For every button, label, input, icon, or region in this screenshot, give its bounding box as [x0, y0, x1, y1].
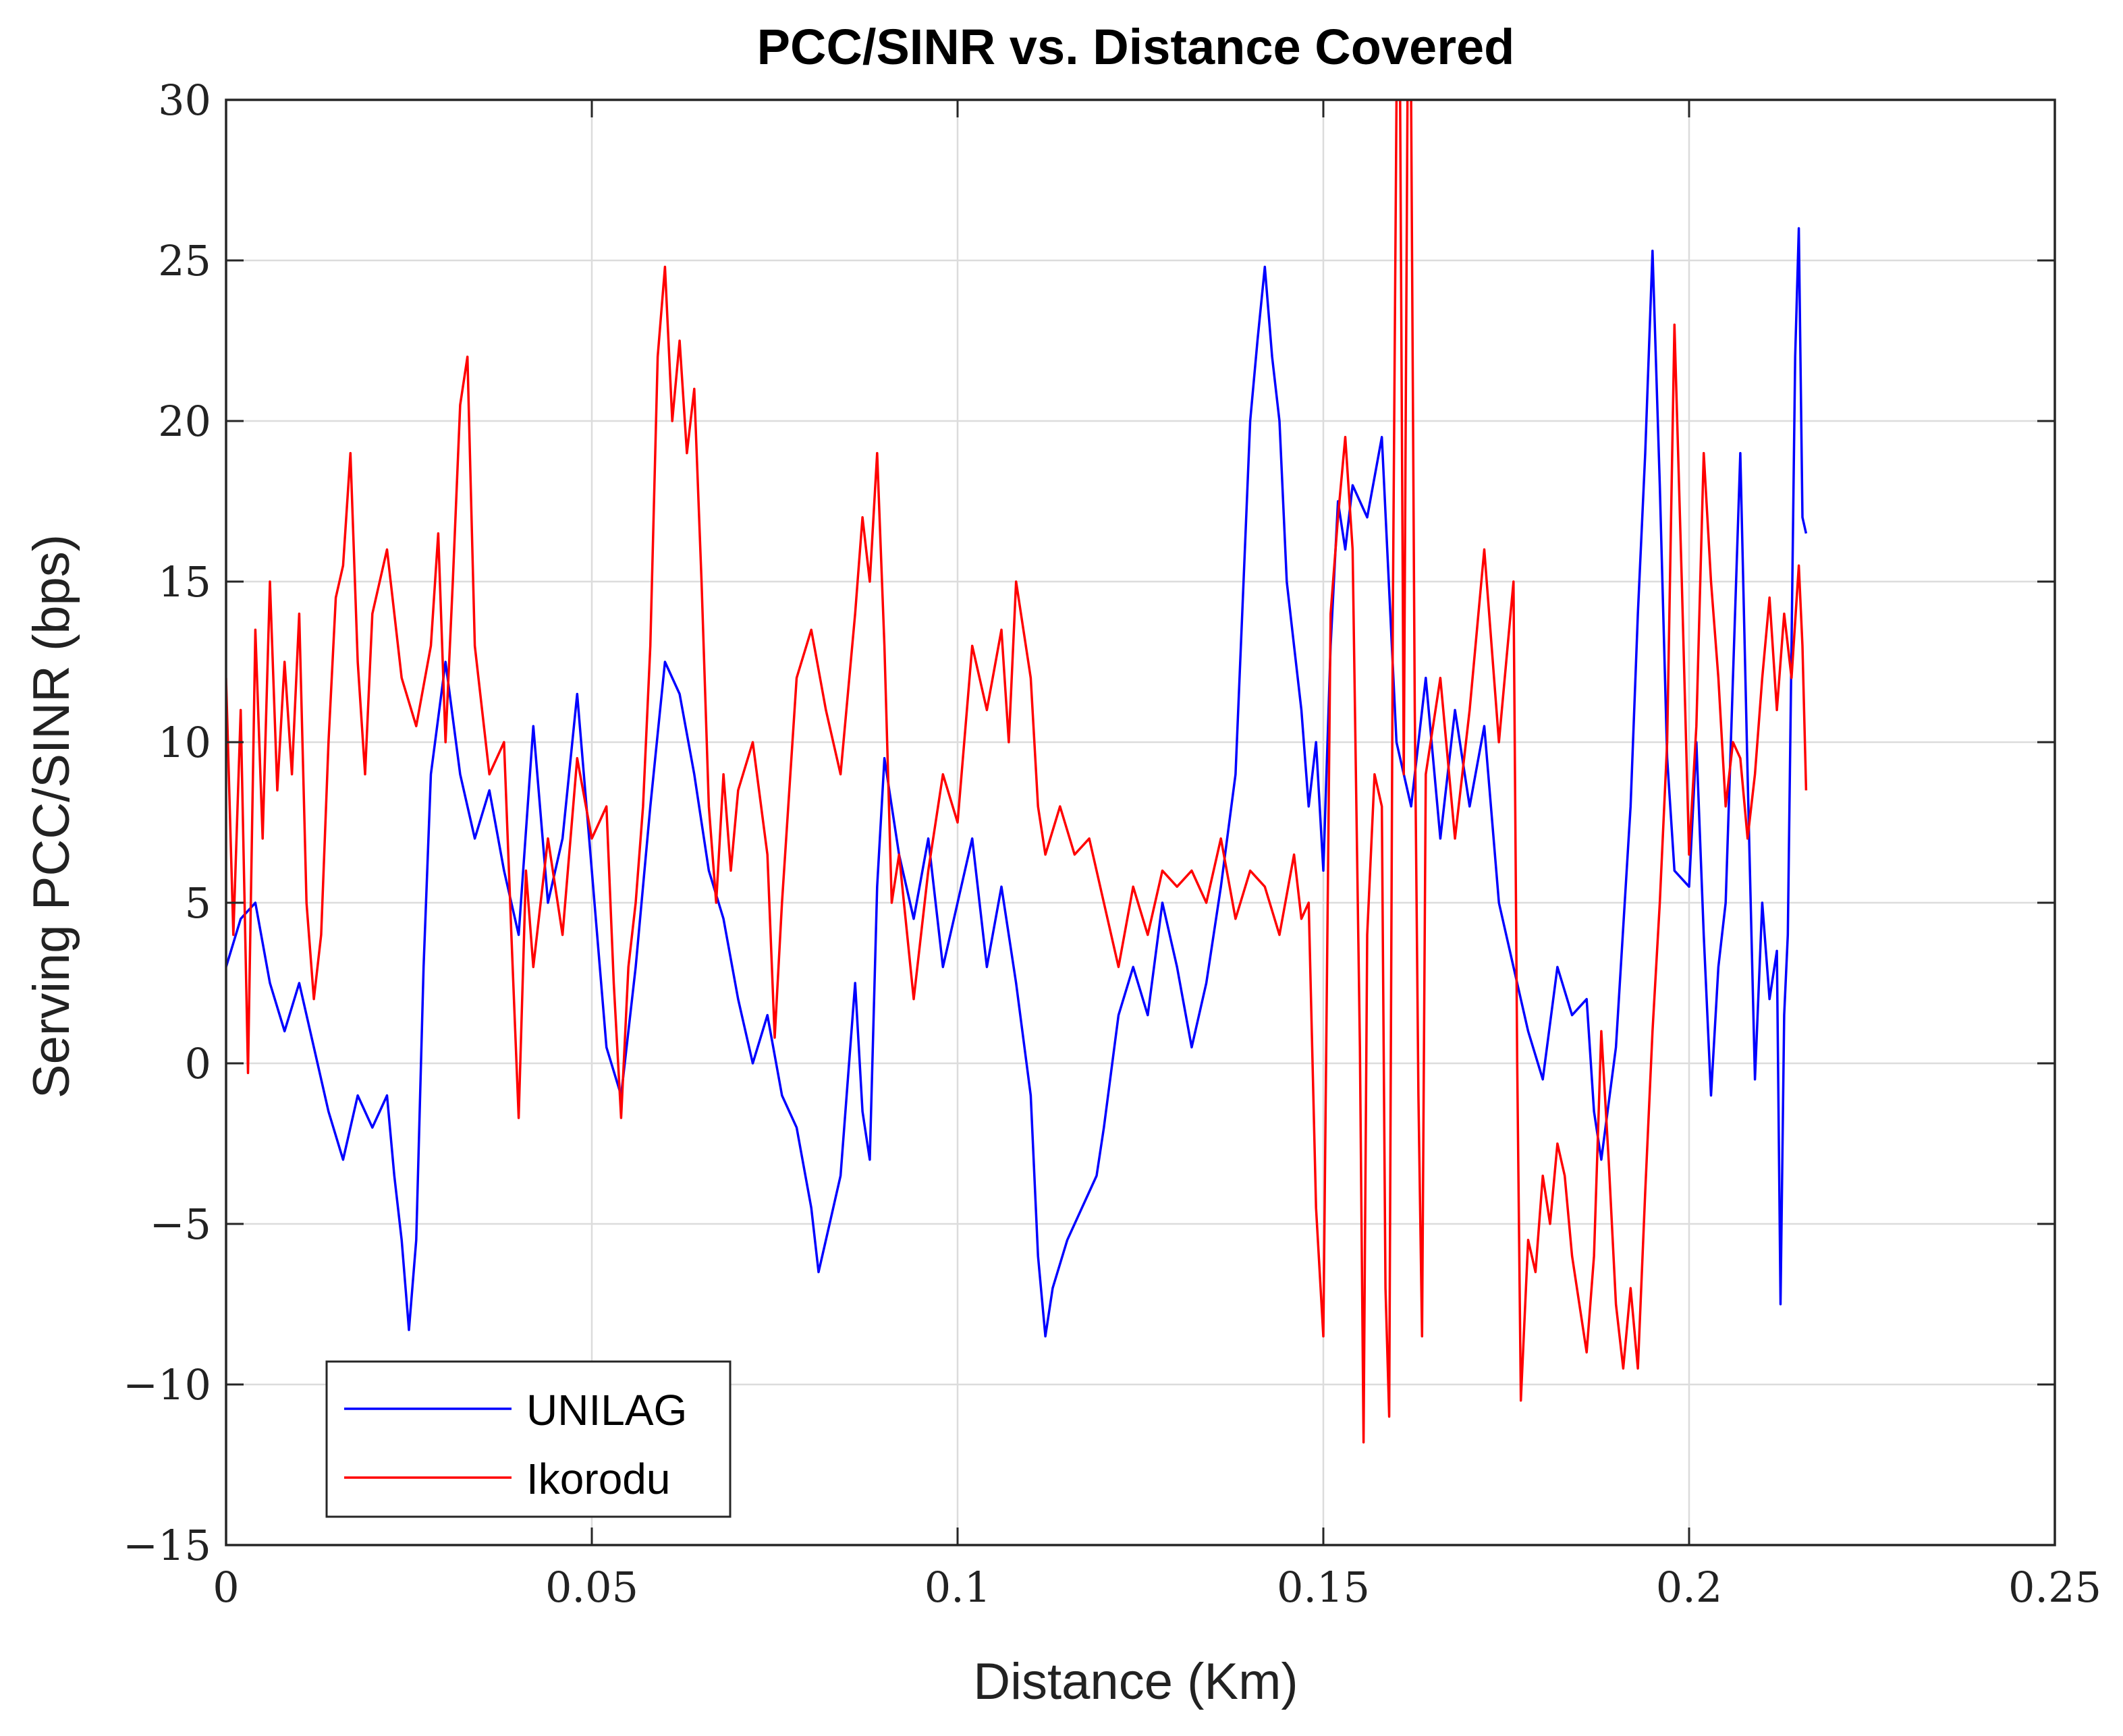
tick-layer: 0 0.05 0.1 0.15 0.2 0.25 −15 −10 −5 0 5 10 15 20 25 30: [123, 76, 2101, 1612]
plot-frame: [225, 99, 2056, 1546]
series-layer: [226, 100, 1808, 1444]
x-tick-label: 0.05: [545, 1563, 638, 1612]
x-tick-label: 0.2: [1656, 1563, 1723, 1612]
y-tick-label: 0: [185, 1039, 211, 1088]
x-tick-label: 0: [213, 1563, 239, 1612]
x-tick-label: 0.25: [2008, 1563, 2101, 1612]
legend-label-unilag: UNILAG: [526, 1386, 687, 1434]
legend: UNILAG Ikorodu: [325, 1360, 732, 1518]
y-tick-label: 5: [185, 878, 211, 928]
y-tick-label: −10: [123, 1360, 211, 1409]
series-line-unilag: [226, 227, 1808, 1338]
x-tick-label: 0.15: [1277, 1563, 1370, 1612]
y-tick-label: 30: [158, 76, 211, 125]
x-axis-label: Distance (Km): [973, 1653, 1298, 1710]
y-tick-label: 25: [158, 236, 211, 285]
y-tick-label: −15: [123, 1521, 211, 1570]
x-tick-label: 0.1: [925, 1563, 991, 1612]
y-axis-label: Serving PCC/SINR (bps): [23, 534, 80, 1098]
series-line-ikorodu: [226, 100, 1808, 1444]
chart-title: PCC/SINR vs. Distance Covered: [757, 19, 1515, 75]
y-tick-label: 20: [158, 397, 211, 446]
legend-label-ikorodu: Ikorodu: [526, 1455, 670, 1503]
y-tick-label: 10: [158, 718, 211, 767]
y-tick-label: −5: [150, 1200, 211, 1249]
y-tick-label: 15: [158, 557, 211, 607]
legend-box: [325, 1360, 732, 1518]
